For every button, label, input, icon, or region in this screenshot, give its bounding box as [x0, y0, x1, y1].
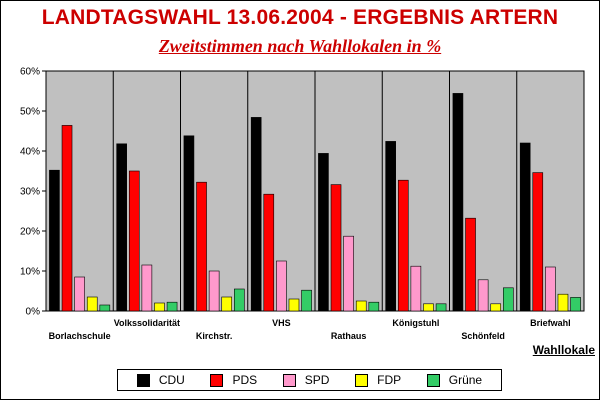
bar-cdu [452, 93, 464, 312]
x-tick-label: Briefwahl [530, 318, 571, 328]
bar-spd [410, 265, 422, 312]
legend-label: SPD [304, 373, 330, 387]
bar-fdp [423, 303, 434, 312]
y-tick-label: 60% [20, 67, 40, 78]
chart-legend: CDU PDS SPD FDP Grüne [117, 369, 502, 391]
y-tick-label: 10% [20, 267, 40, 278]
bar-grne [99, 304, 111, 312]
bar-fdp [490, 303, 502, 312]
bar-cdu [116, 143, 127, 312]
bar-cdu [183, 135, 195, 312]
bar-fdp [355, 300, 367, 312]
bar-grne [570, 297, 581, 312]
y-tick-label: 50% [20, 107, 40, 118]
bar-cdu [318, 153, 329, 312]
legend-swatch [282, 373, 296, 387]
bar-pds [196, 181, 207, 312]
legend-swatch [355, 373, 369, 387]
bar-grne [368, 301, 380, 312]
bar-pds [397, 179, 409, 312]
bar-grne [503, 287, 514, 312]
bar-spd [141, 264, 153, 312]
x-tick-label: Rathaus [331, 331, 367, 341]
legend-swatch [210, 373, 224, 387]
legend-label: PDS [232, 373, 258, 387]
legend-swatch [426, 373, 440, 387]
bar-spd [477, 279, 489, 312]
bar-spd [208, 270, 220, 312]
x-tick-label: Königstuhl [392, 318, 439, 328]
y-tick-label: 40% [20, 147, 40, 158]
bar-fdp [221, 296, 233, 312]
y-tick-label: 20% [20, 227, 40, 238]
bar-pds [128, 170, 140, 312]
legend-item: SPD [282, 373, 330, 387]
bar-pds [465, 217, 476, 312]
bar-pds [263, 193, 275, 312]
bar-fdp [557, 293, 569, 312]
bar-cdu [250, 117, 262, 312]
legend-item: PDS [210, 373, 257, 387]
bar-fdp [154, 302, 165, 312]
bar-cdu [385, 141, 396, 312]
legend-item: CDU [136, 373, 185, 387]
y-tick-label: 0% [26, 307, 41, 318]
x-tick-label: VHS [272, 318, 291, 328]
bar-spd [74, 276, 85, 312]
legend-label: FDP [377, 373, 402, 387]
bar-grne [435, 303, 447, 312]
bar-pds [330, 184, 342, 312]
chart-subtitle: Zweitstimmen nach Wahllokalen in % [158, 36, 442, 56]
bar-pds [61, 125, 73, 312]
x-axis-label: Wahllokale [532, 343, 595, 357]
bar-spd [343, 235, 354, 312]
bar-cdu [519, 142, 531, 312]
bar-grne [234, 288, 245, 312]
legend-label: Grüne [448, 373, 483, 387]
y-tick-label: 30% [20, 187, 40, 198]
legend-swatch [136, 373, 150, 387]
x-tick-label: Kirchstr. [196, 331, 233, 341]
bar-fdp [288, 298, 300, 312]
legend-label: CDU [158, 373, 185, 387]
x-tick-label: Schönfeld [461, 331, 505, 341]
bar-fdp [86, 296, 98, 312]
x-tick-label: Borlachschule [49, 331, 111, 341]
legend-item: FDP [355, 373, 401, 387]
bar-spd [545, 266, 556, 312]
legend-item: Grüne [426, 373, 483, 387]
bar-grne [166, 301, 178, 312]
bar-pds [532, 172, 544, 312]
bar-grne [301, 289, 312, 312]
bar-spd [276, 260, 287, 312]
chart-title: LANDTAGSWAHL 13.06.2004 - ERGEBNIS ARTER… [41, 6, 559, 29]
bar-cdu [49, 169, 60, 312]
x-tick-label: Volkssolidarität [114, 318, 180, 328]
